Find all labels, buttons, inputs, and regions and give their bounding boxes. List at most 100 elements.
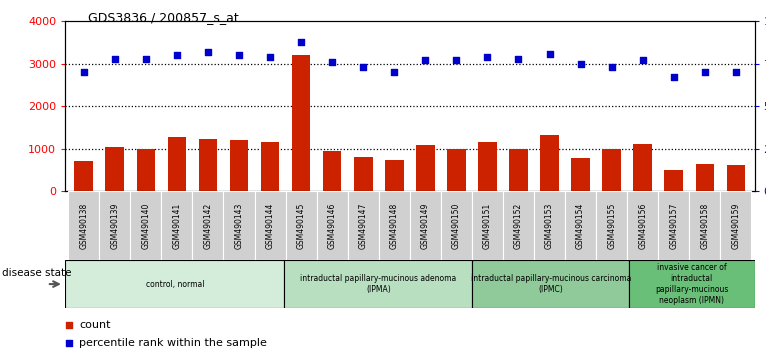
Text: count: count xyxy=(79,320,110,330)
Bar xyxy=(627,191,658,260)
Text: GSM490139: GSM490139 xyxy=(110,202,119,249)
Text: GSM490147: GSM490147 xyxy=(358,202,368,249)
Bar xyxy=(65,260,284,308)
Bar xyxy=(254,191,286,260)
Point xyxy=(699,69,711,75)
Text: GSM490138: GSM490138 xyxy=(79,202,88,249)
Text: GSM490152: GSM490152 xyxy=(514,202,523,249)
Point xyxy=(450,57,463,63)
Text: disease state: disease state xyxy=(2,268,71,279)
Text: GDS3836 / 200857_s_at: GDS3836 / 200857_s_at xyxy=(88,11,239,24)
Text: GSM490158: GSM490158 xyxy=(700,202,709,249)
Text: GSM490143: GSM490143 xyxy=(234,202,244,249)
Bar xyxy=(410,191,441,260)
Bar xyxy=(348,191,378,260)
Point xyxy=(263,98,275,104)
Bar xyxy=(354,157,372,191)
Bar xyxy=(633,144,652,191)
Text: GSM490148: GSM490148 xyxy=(390,202,399,249)
Bar xyxy=(416,145,434,191)
Bar xyxy=(473,260,629,308)
Text: GSM490159: GSM490159 xyxy=(732,202,741,249)
Bar xyxy=(322,151,342,191)
Point xyxy=(481,54,493,60)
Text: percentile rank within the sample: percentile rank within the sample xyxy=(79,338,267,348)
Text: invasive cancer of
intraductal
papillary-mucinous
neoplasm (IPMN): invasive cancer of intraductal papillary… xyxy=(655,263,728,305)
Text: GSM490154: GSM490154 xyxy=(576,202,585,249)
Point xyxy=(543,51,555,56)
Point xyxy=(574,61,587,67)
Bar xyxy=(286,191,316,260)
Point xyxy=(139,56,152,62)
Text: GSM490156: GSM490156 xyxy=(638,202,647,249)
Bar xyxy=(441,191,472,260)
Text: GSM490151: GSM490151 xyxy=(483,202,492,249)
Bar xyxy=(162,191,192,260)
Bar xyxy=(720,191,751,260)
Text: GSM490157: GSM490157 xyxy=(669,202,678,249)
Bar xyxy=(136,149,155,191)
Text: GSM490140: GSM490140 xyxy=(142,202,150,249)
Bar xyxy=(68,191,100,260)
Point xyxy=(668,74,680,80)
Bar xyxy=(130,191,162,260)
Bar xyxy=(509,149,528,191)
Text: GSM490144: GSM490144 xyxy=(266,202,274,249)
Point xyxy=(637,57,649,63)
Point xyxy=(419,57,431,63)
Bar xyxy=(727,165,745,191)
Bar xyxy=(385,160,404,191)
Point xyxy=(512,56,525,62)
Bar xyxy=(478,142,497,191)
Bar xyxy=(689,191,720,260)
Point xyxy=(201,49,214,55)
Bar xyxy=(602,149,621,191)
Bar xyxy=(540,135,559,191)
Point xyxy=(357,64,369,70)
Point xyxy=(171,52,183,58)
Bar xyxy=(664,170,683,191)
Bar xyxy=(629,260,755,308)
Point xyxy=(77,69,90,75)
Bar xyxy=(292,55,310,191)
Text: control, normal: control, normal xyxy=(146,280,204,289)
Bar xyxy=(100,191,130,260)
Point xyxy=(606,64,618,70)
Bar xyxy=(596,191,627,260)
Bar xyxy=(224,191,254,260)
Bar xyxy=(284,260,473,308)
Point xyxy=(730,69,742,75)
Text: intraductal papillary-mucinous carcinoma
(IPMC): intraductal papillary-mucinous carcinoma… xyxy=(470,274,631,294)
Bar xyxy=(472,191,503,260)
Bar xyxy=(106,147,124,191)
Point xyxy=(263,259,275,265)
Bar xyxy=(74,161,93,191)
Point xyxy=(109,56,121,62)
Bar xyxy=(503,191,534,260)
Bar xyxy=(316,191,348,260)
Text: GSM490153: GSM490153 xyxy=(545,202,554,249)
Text: intraductal papillary-mucinous adenoma
(IPMA): intraductal papillary-mucinous adenoma (… xyxy=(300,274,457,294)
Text: GSM490142: GSM490142 xyxy=(204,202,212,249)
Text: GSM490146: GSM490146 xyxy=(328,202,337,249)
Text: GSM490145: GSM490145 xyxy=(296,202,306,249)
Bar xyxy=(696,164,714,191)
Text: GSM490155: GSM490155 xyxy=(607,202,616,249)
Point xyxy=(233,52,245,58)
Text: GSM490150: GSM490150 xyxy=(452,202,461,249)
Point xyxy=(295,39,307,45)
Bar xyxy=(230,140,248,191)
Point xyxy=(326,59,339,65)
Bar xyxy=(565,191,596,260)
Bar xyxy=(378,191,410,260)
Point xyxy=(264,54,277,60)
Point xyxy=(388,69,401,75)
Bar xyxy=(260,142,280,191)
Bar xyxy=(534,191,565,260)
Text: GSM490149: GSM490149 xyxy=(421,202,430,249)
Bar xyxy=(571,158,590,191)
Text: GSM490141: GSM490141 xyxy=(172,202,182,249)
Bar xyxy=(447,149,466,191)
Bar xyxy=(658,191,689,260)
Bar xyxy=(192,191,224,260)
